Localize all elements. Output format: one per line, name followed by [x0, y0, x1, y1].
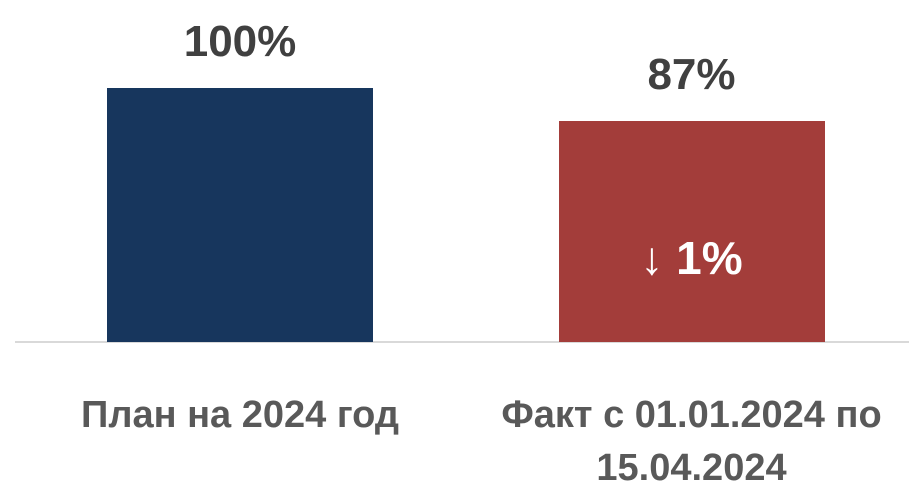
value-label: 100%: [183, 17, 297, 66]
value-label: 87%: [647, 50, 736, 100]
category-label: План на 2024 год: [81, 394, 399, 436]
bar: [107, 88, 373, 342]
annotation: ↓ 1%: [640, 232, 743, 284]
category-label: Факт с 01.01.2024 по 15.04.2024: [501, 394, 882, 489]
bar: [558, 121, 825, 342]
baseline: [15, 341, 909, 343]
